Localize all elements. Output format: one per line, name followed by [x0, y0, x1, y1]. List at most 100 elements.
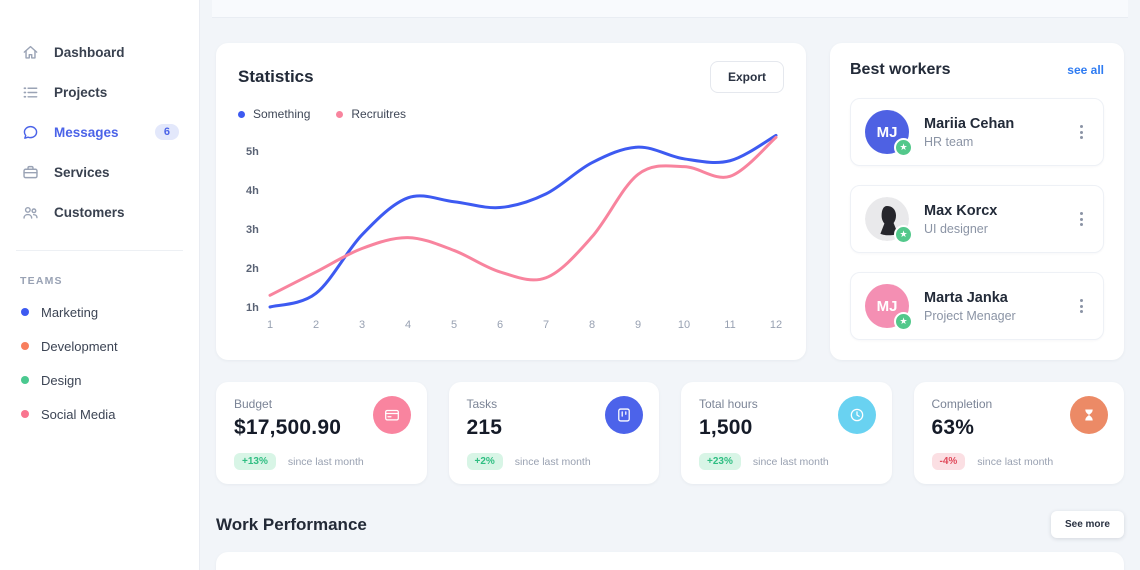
- chart-line-recruitres: [268, 135, 778, 297]
- list-icon: [20, 82, 40, 102]
- chart-tick-label: 10: [678, 319, 690, 331]
- stat-note: since last month: [977, 455, 1054, 468]
- worker-role: UI designer: [924, 221, 988, 236]
- worker-role: Project Menager: [924, 308, 1016, 323]
- sidebar-divider: [16, 250, 183, 251]
- chart-tick-label: 8: [589, 319, 595, 331]
- worker-name: Mariia Cehan: [924, 115, 1015, 132]
- star-badge-icon: ★: [894, 225, 913, 244]
- stat-card-total-hours: Total hours 1,500 +23% since last month: [681, 382, 892, 484]
- sidebar-item-label: Customers: [54, 204, 125, 220]
- workers-list: MJ ★ Mariia Cehan HR team ★ Max Korcx UI desig…: [850, 98, 1104, 340]
- sidebar-item-label: Dashboard: [54, 44, 125, 60]
- stat-footer: +2% since last month: [466, 453, 642, 470]
- team-item-social-media[interactable]: Social Media: [0, 397, 199, 431]
- worker-name: Max Korcx: [924, 202, 998, 219]
- team-color-dot: [21, 376, 29, 384]
- stat-card-completion: Completion 63% -4% since last month: [913, 382, 1124, 484]
- topbar-divider: [212, 0, 1128, 18]
- change-badge: +2%: [466, 453, 503, 470]
- sidebar-item-customers[interactable]: Customers: [0, 192, 199, 232]
- chart-tick-label: 4: [405, 319, 411, 331]
- see-more-button[interactable]: See more: [1050, 511, 1124, 538]
- worker-name: Marta Janka: [924, 289, 1008, 306]
- users-icon: [20, 202, 40, 222]
- team-item-development[interactable]: Development: [0, 329, 199, 363]
- worker-row: MJ ★ Mariia Cehan HR team: [850, 98, 1104, 166]
- worker-info: Max Korcx UI designer: [924, 203, 997, 236]
- hourglass-icon: [1070, 396, 1108, 434]
- main-content: Statistics Export Something Recruitres 1h…: [200, 0, 1140, 570]
- teams-title: TEAMS: [20, 275, 63, 287]
- chart-tick-label: 12: [770, 319, 782, 331]
- messages-count-badge: 6: [154, 124, 179, 140]
- briefcase-icon: [20, 162, 40, 182]
- team-label: Development: [41, 338, 118, 354]
- stat-value: 63%: [931, 416, 975, 439]
- export-button[interactable]: Export: [709, 61, 784, 93]
- sidebar-item-services[interactable]: Services: [0, 152, 199, 192]
- kanban-icon: [605, 396, 643, 434]
- see-all-link[interactable]: see all: [1067, 63, 1104, 77]
- team-color-dot: [21, 342, 29, 350]
- team-item-design[interactable]: Design: [0, 363, 199, 397]
- sidebar-item-label: Services: [54, 164, 110, 180]
- legend-label: Something: [253, 107, 311, 121]
- worker-row: MJ ★ Marta Janka Project Menager: [850, 272, 1104, 340]
- sidebar-item-dashboard[interactable]: Dashboard: [0, 32, 199, 72]
- teams-list: Marketing Development Design Social Media: [0, 295, 199, 431]
- chart-tick-label: 6: [497, 319, 503, 331]
- chart-tick-label: 5: [451, 319, 457, 331]
- stat-value: 215: [466, 416, 503, 439]
- sidebar: Dashboard Projects Messages 6 Services Custom…: [0, 0, 200, 570]
- team-label: Marketing: [41, 304, 99, 320]
- stat-value: $17,500.90: [234, 416, 342, 439]
- chart-tick-label: 3h: [246, 224, 259, 236]
- stat-note: since last month: [514, 455, 591, 468]
- team-item-marketing[interactable]: Marketing: [0, 295, 199, 329]
- legend-label: Recruitres: [351, 107, 407, 121]
- chart-tick-label: 7: [543, 319, 549, 331]
- kebab-menu-icon[interactable]: [1074, 295, 1089, 317]
- stat-footer: +13% since last month: [234, 453, 409, 470]
- stat-cards-row: Budget $17,500.90 +13% since last month Task…: [216, 382, 1124, 484]
- worker-row: ★ Max Korcx UI designer: [850, 185, 1104, 253]
- chart-tick-label: 1h: [246, 302, 259, 314]
- teams-section: TEAMS Marketing Development Design Social M…: [0, 251, 199, 431]
- stat-footer: +23% since last month: [699, 453, 874, 470]
- sidebar-item-messages[interactable]: Messages 6: [0, 112, 199, 152]
- chart-tick-label: 5h: [246, 146, 259, 158]
- stat-footer: -4% since last month: [931, 453, 1107, 470]
- avatar: MJ ★: [865, 284, 913, 331]
- credit-card-icon: [372, 396, 411, 434]
- statistics-card: Statistics Export Something Recruitres 1h…: [216, 43, 806, 360]
- statistics-title: Statistics: [238, 67, 314, 86]
- stat-label: Budget: [234, 397, 273, 411]
- worker-info: Mariia Cehan HR team: [924, 116, 1014, 149]
- chart-tick-label: 4h: [246, 185, 259, 197]
- chart-tick-label: 11: [724, 319, 735, 331]
- team-label: Design: [41, 372, 82, 388]
- legend-dot: [336, 110, 344, 118]
- chart-tick-label: 2h: [246, 263, 259, 275]
- sidebar-item-label: Projects: [54, 84, 108, 100]
- kebab-menu-icon[interactable]: [1074, 121, 1089, 143]
- home-icon: [20, 42, 40, 62]
- stat-card-tasks: Tasks 215 +2% since last month: [448, 382, 659, 484]
- kebab-menu-icon[interactable]: [1074, 208, 1089, 230]
- change-badge: +13%: [234, 453, 276, 470]
- avatar: MJ ★: [865, 110, 913, 157]
- chart-tick-label: 3: [359, 319, 365, 331]
- legend-item: Something: [238, 107, 310, 121]
- worker-info: Marta Janka Project Menager: [924, 290, 1016, 323]
- sidebar-item-projects[interactable]: Projects: [0, 72, 199, 112]
- star-badge-icon: ★: [894, 138, 913, 157]
- worker-role: HR team: [924, 134, 974, 149]
- stat-note: since last month: [752, 455, 829, 468]
- chart-tick-label: 2: [313, 319, 319, 331]
- stat-card-budget: Budget $17,500.90 +13% since last month: [216, 382, 427, 484]
- sidebar-nav: Dashboard Projects Messages 6 Services Custom…: [0, 32, 199, 232]
- best-workers-card: Best workers see all MJ ★ Mariia Cehan HR t…: [830, 43, 1124, 360]
- avatar: ★: [865, 197, 913, 244]
